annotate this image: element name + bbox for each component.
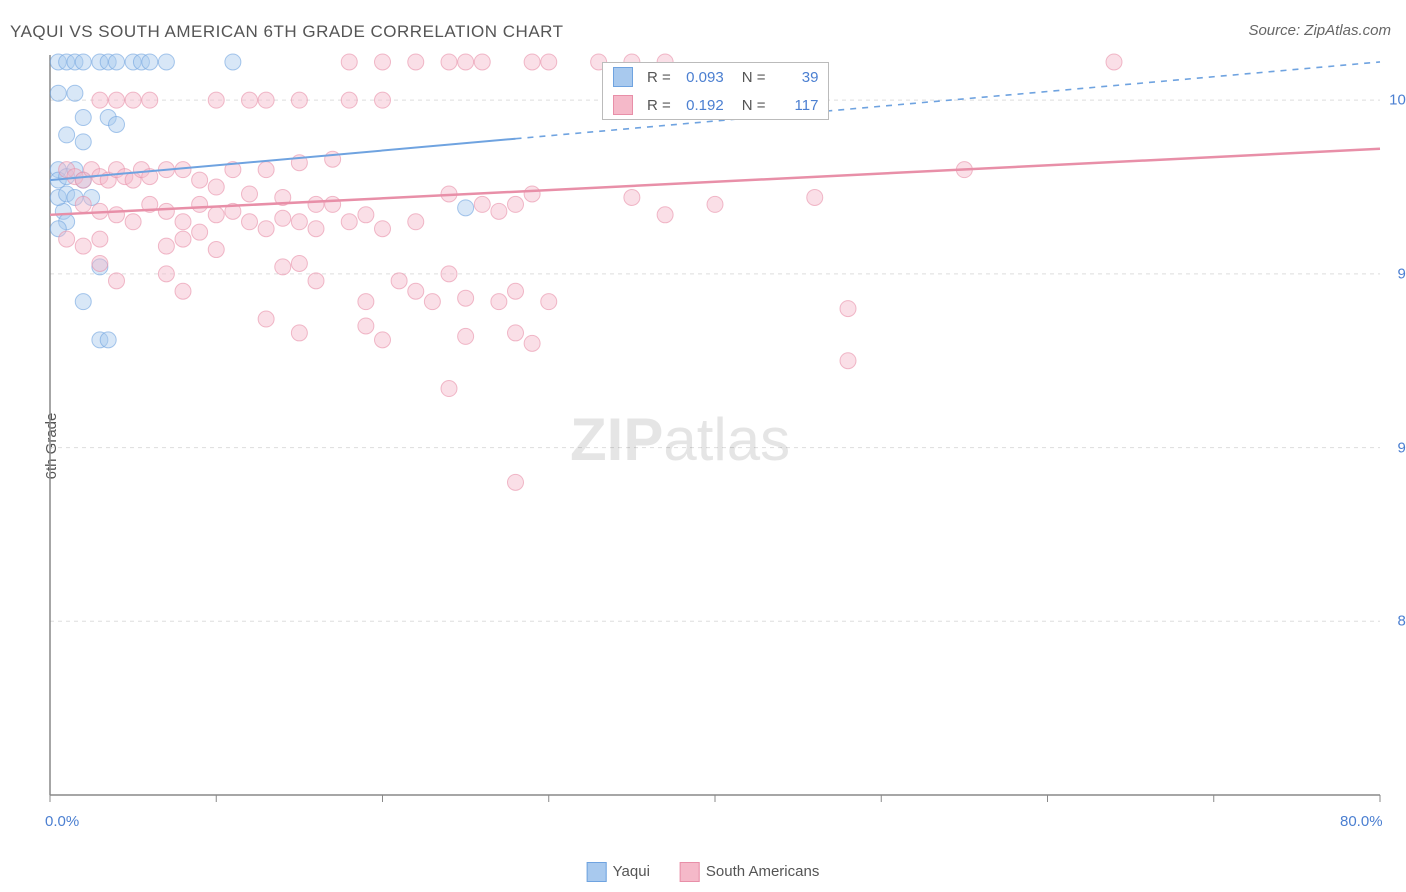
x-tick-label: 0.0% — [45, 813, 79, 830]
r-value: 0.192 — [679, 97, 724, 114]
n-value: 39 — [773, 69, 818, 86]
n-value: 117 — [773, 97, 818, 114]
legend-swatch — [613, 67, 633, 87]
legend-label: Yaqui — [613, 863, 650, 880]
legend-label: South Americans — [706, 863, 819, 880]
correlation-box: R = 0.093 N = 39 R = 0.192 N = 117 — [602, 62, 830, 120]
chart-title: YAQUI VS SOUTH AMERICAN 6TH GRADE CORREL… — [10, 22, 564, 42]
legend-swatch — [680, 862, 700, 882]
legend-swatch — [587, 862, 607, 882]
legend-item: Yaqui — [587, 862, 650, 882]
legend-item: South Americans — [680, 862, 819, 882]
x-tick-label: 80.0% — [1340, 813, 1383, 830]
legend-swatch — [613, 95, 633, 115]
n-label: N = — [742, 69, 766, 86]
y-tick-label: 85.0% — [1397, 613, 1406, 630]
chart-svg — [50, 55, 1380, 795]
bottom-legend: Yaqui South Americans — [587, 862, 820, 882]
source-label: Source: ZipAtlas.com — [1248, 22, 1391, 39]
n-label: N = — [742, 97, 766, 114]
r-label: R = — [647, 69, 671, 86]
y-tick-label: 90.0% — [1397, 439, 1406, 456]
r-value: 0.093 — [679, 69, 724, 86]
correlation-row: R = 0.093 N = 39 — [603, 63, 829, 91]
plot-area: ZIPatlas R =0.093N =39R =0.192N =117 85.… — [50, 55, 1380, 795]
r-label: R = — [647, 97, 671, 114]
y-tick-label: 100.0% — [1389, 92, 1406, 109]
correlation-row: R = 0.192 N = 117 — [603, 91, 829, 119]
y-tick-label: 95.0% — [1397, 265, 1406, 282]
